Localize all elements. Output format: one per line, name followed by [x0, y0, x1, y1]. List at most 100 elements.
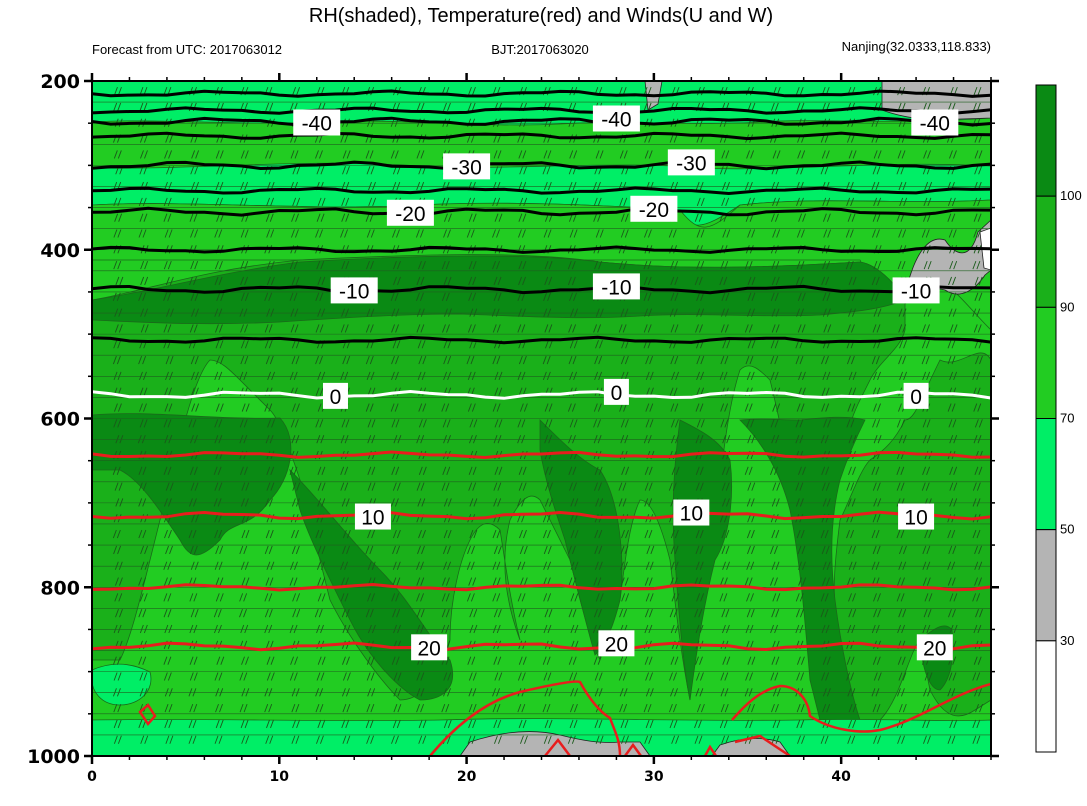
wind-barb [572, 609, 577, 618]
wind-barb [951, 355, 956, 365]
wind-barb [295, 545, 300, 555]
wind-barb [167, 593, 172, 602]
red-contour-surface-1 [429, 680, 622, 756]
wind-barb [270, 308, 275, 317]
wind-barb [776, 688, 781, 697]
wind-barb [143, 387, 148, 396]
wind-barb [796, 609, 800, 618]
wind-barb [568, 355, 573, 365]
wind-barb [822, 656, 827, 665]
wind-barb [645, 403, 650, 412]
isotherm-label-box [443, 153, 491, 180]
wind-barb [216, 213, 221, 222]
wind-barb [422, 735, 427, 744]
wind-barb [751, 276, 756, 286]
wind-barb [875, 355, 880, 365]
wind-barb [289, 292, 294, 301]
wind-barb [291, 703, 296, 713]
wind-barb [594, 529, 599, 539]
wind-barb [570, 529, 575, 539]
wind-barb [696, 355, 701, 365]
wind-barb [695, 466, 700, 475]
wind-barb [871, 355, 876, 365]
wind-barb [170, 166, 174, 175]
wind-barb [825, 482, 830, 491]
wind-barb [696, 197, 701, 207]
wind-barb [700, 672, 704, 681]
wind-barb [289, 260, 294, 270]
wind-barb [620, 213, 625, 222]
wind-barb [747, 340, 752, 349]
wind-barb [774, 340, 779, 349]
wind-barb [848, 276, 853, 286]
wind-barb [447, 102, 451, 112]
wind-barb [902, 609, 907, 618]
wind-barb [264, 703, 269, 713]
wind-barb [390, 498, 395, 507]
wind-barb [315, 703, 320, 713]
wind-barb [594, 371, 599, 381]
wind-barb [696, 593, 701, 602]
wind-barb [852, 466, 856, 475]
wind-barb [295, 213, 299, 222]
wind-barb [394, 498, 399, 507]
wind-barb [922, 371, 927, 381]
wind-barb [371, 419, 376, 428]
wind-barb [466, 229, 471, 238]
wind-barb [493, 609, 498, 618]
wind-barb [750, 561, 755, 570]
wind-barb [543, 150, 548, 159]
wind-barb [117, 229, 122, 238]
wind-barb [593, 197, 598, 207]
wind-barb [670, 419, 675, 428]
wind-barb [264, 292, 269, 301]
wind-barb [396, 577, 401, 586]
wind-barb [319, 529, 324, 539]
wind-barb [265, 498, 269, 507]
red-contour-surface-7 [734, 734, 791, 756]
wind-barb [822, 561, 827, 570]
wind-barb [367, 466, 372, 475]
wind-barb [543, 229, 548, 238]
wind-barb [214, 371, 219, 381]
wind-barb [673, 609, 678, 618]
wind-barb [445, 482, 450, 491]
wind-barb [825, 545, 830, 555]
wind-barb [772, 593, 777, 602]
wind-barb [722, 498, 726, 507]
wind-barb [112, 292, 117, 301]
wind-barb [594, 482, 598, 491]
wind-barb [547, 181, 552, 191]
wind-barb [548, 688, 553, 697]
wind-barb [218, 435, 223, 444]
wind-barb [543, 292, 547, 301]
wind-barb [548, 719, 553, 729]
wind-barb [826, 371, 831, 381]
wind-barb [724, 260, 729, 270]
wind-barb [674, 403, 679, 412]
wind-barb [952, 292, 957, 301]
wind-barb [669, 672, 673, 681]
wind-barb [371, 435, 376, 444]
wind-barb [498, 387, 503, 396]
wind-barb [724, 688, 729, 697]
wind-barb [822, 498, 827, 507]
wind-barb [268, 593, 273, 602]
wind-barb [218, 371, 223, 381]
wind-barb [975, 355, 979, 365]
wind-barb [873, 498, 878, 507]
wind-barb [295, 276, 300, 286]
y-tick-label: 600 [40, 409, 80, 431]
wind-barb [625, 466, 630, 475]
wind-barb [269, 435, 274, 444]
wind-barb [547, 624, 552, 634]
wind-barb [647, 324, 652, 333]
wind-barb [977, 86, 982, 96]
wind-barb [420, 308, 425, 317]
wind-barb [751, 340, 756, 349]
wind-barb [598, 260, 602, 270]
wind-barb [139, 419, 144, 428]
isotherm-label: 0 [611, 382, 623, 405]
wind-barb [624, 577, 629, 586]
wind-barb [522, 229, 526, 238]
